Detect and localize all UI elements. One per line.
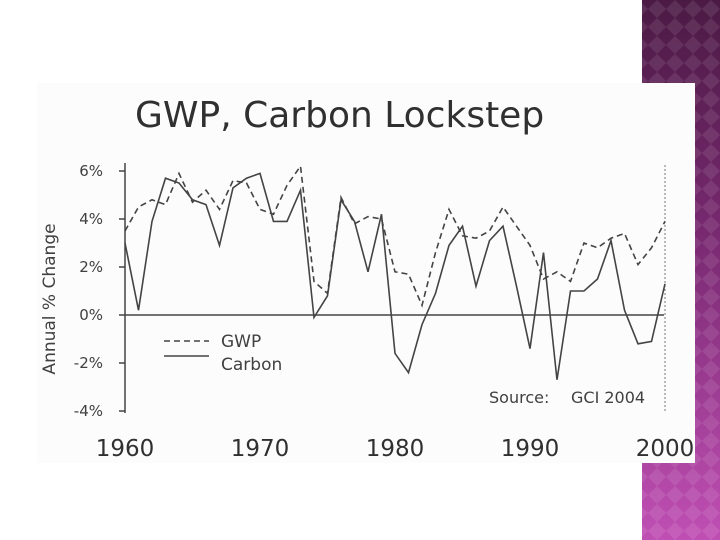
series-line-carbon [124, 172, 666, 380]
chart-title: GWP, Carbon Lockstep [135, 95, 544, 136]
x-tick-label: 1990 [501, 436, 560, 462]
x-tick-label: 1980 [366, 436, 425, 462]
x-tick-label: 1970 [231, 436, 290, 462]
legend-carbon-label: Carbon [221, 355, 282, 375]
series-line-gwp [124, 164, 666, 308]
figure-panel [37, 83, 695, 463]
y-tick-label: 0% [79, 306, 103, 324]
y-tick-label: 4% [79, 210, 103, 228]
line-chart: GWP, Carbon Lockstep Annual % Change 6% 4… [40, 95, 695, 462]
y-tick-label: 6% [79, 162, 103, 180]
legend-gwp-label: GWP [221, 332, 261, 352]
source-label: Source: [489, 388, 549, 407]
legend: GWP Carbon [164, 332, 282, 375]
x-tick-label: 2000 [636, 436, 695, 462]
y-tick-label: 2% [79, 258, 103, 276]
source-value: GCI 2004 [571, 388, 645, 407]
y-tick-label: -4% [74, 402, 103, 420]
x-tick-label: 1960 [96, 436, 155, 462]
y-tick-label: -2% [74, 354, 103, 372]
y-axis-label: Annual % Change [40, 223, 60, 374]
